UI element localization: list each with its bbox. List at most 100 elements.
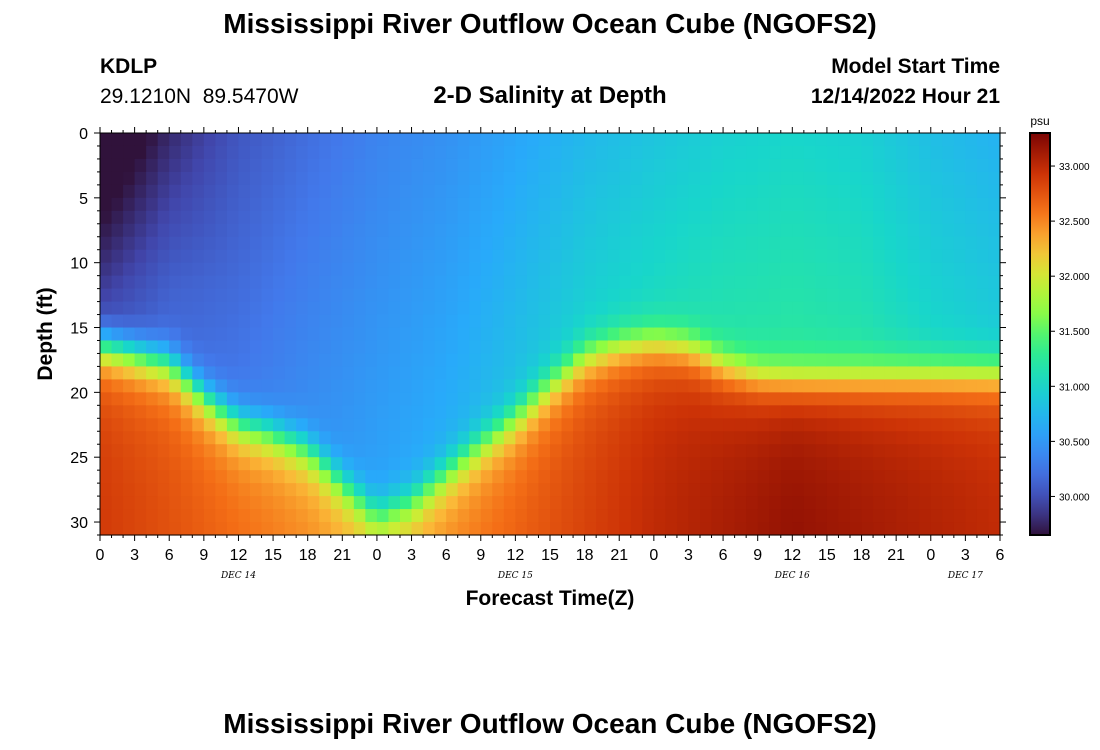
heatmap-cell: [746, 366, 759, 380]
heatmap-cell: [757, 184, 770, 199]
heatmap-cell: [700, 262, 713, 277]
heatmap-cell: [238, 444, 251, 458]
heatmap-cell: [919, 522, 932, 536]
heatmap-cell: [134, 210, 147, 225]
heatmap-cell: [180, 509, 193, 523]
heatmap-cell: [584, 444, 597, 458]
heatmap-cell: [550, 236, 563, 251]
heatmap-cell: [723, 392, 736, 406]
heatmap-cell: [411, 496, 424, 510]
heatmap-cell: [826, 366, 840, 380]
heatmap-cell: [988, 210, 1001, 225]
heatmap-cell: [273, 405, 286, 419]
heatmap-cell: [434, 405, 447, 419]
heatmap-cell: [676, 158, 690, 173]
heatmap-cell: [434, 392, 447, 406]
heatmap-cell: [769, 366, 782, 380]
heatmap-cell: [930, 184, 943, 199]
heatmap-cell: [111, 496, 124, 510]
heatmap-cell: [296, 457, 309, 471]
heatmap-cell: [965, 249, 978, 264]
heatmap-cell: [930, 197, 943, 212]
heatmap-cell: [307, 145, 320, 160]
heatmap-cell: [850, 262, 863, 277]
heatmap-cell: [769, 418, 782, 432]
heatmap-cell: [157, 379, 170, 393]
heatmap-cell: [850, 457, 863, 471]
heatmap-cell: [261, 171, 274, 186]
heatmap-cell: [250, 249, 263, 264]
heatmap-cell: [400, 509, 413, 523]
heatmap-cell: [630, 496, 643, 510]
heatmap-cell: [688, 418, 701, 432]
heatmap-cell: [226, 405, 240, 419]
heatmap-cell: [446, 236, 459, 251]
heatmap-cell: [423, 418, 436, 432]
heatmap-cell: [342, 431, 355, 445]
heatmap-cell: [930, 418, 943, 432]
heatmap-cell: [700, 197, 713, 212]
heatmap-cell: [169, 496, 182, 510]
heatmap-cell: [907, 366, 920, 380]
heatmap-cell: [284, 483, 297, 497]
heatmap-cell: [388, 275, 401, 290]
heatmap-cell: [815, 158, 828, 173]
heatmap-cell: [480, 288, 493, 303]
heatmap-cell: [307, 262, 320, 277]
heatmap-cell: [769, 184, 782, 199]
heatmap-cell: [400, 210, 413, 225]
heatmap-cell: [596, 288, 609, 303]
heatmap-cell: [838, 327, 851, 342]
heatmap-cell: [965, 223, 978, 238]
heatmap-cell: [238, 158, 251, 173]
heatmap-cell: [953, 457, 966, 471]
heatmap-cell: [434, 470, 447, 484]
heatmap-cell: [919, 405, 932, 419]
heatmap-cell: [884, 223, 897, 238]
heatmap-cell: [873, 353, 886, 368]
heatmap-cell: [607, 236, 620, 251]
heatmap-cell: [123, 327, 136, 342]
heatmap-cell: [515, 314, 528, 329]
heatmap-cell: [919, 197, 932, 212]
heatmap-cell: [273, 236, 286, 251]
heatmap-cell: [169, 236, 182, 251]
heatmap-cell: [723, 457, 736, 471]
y-tick-label: 5: [79, 191, 88, 208]
heatmap-cell: [630, 431, 643, 445]
heatmap-cell: [423, 353, 436, 368]
heatmap-cell: [630, 145, 643, 160]
heatmap-cell: [423, 457, 436, 471]
heatmap-cell: [226, 457, 240, 471]
heatmap-cell: [734, 470, 747, 484]
x-tick-label: 21: [887, 547, 905, 564]
heatmap-cell: [100, 405, 113, 419]
heatmap-cell: [746, 509, 759, 523]
heatmap-cell: [180, 288, 193, 303]
heatmap-cell: [884, 496, 897, 510]
heatmap-cell: [907, 496, 920, 510]
heatmap-cell: [850, 353, 863, 368]
heatmap-cell: [953, 171, 966, 186]
heatmap-cell: [411, 133, 424, 147]
heatmap-cell: [896, 392, 909, 406]
heatmap-cell: [550, 223, 563, 238]
heatmap-cell: [169, 301, 182, 316]
heatmap-cell: [238, 496, 251, 510]
heatmap-cell: [365, 340, 378, 355]
heatmap-cell: [953, 197, 966, 212]
heatmap-cell: [250, 171, 263, 186]
heatmap-cell: [492, 340, 505, 355]
heatmap-cell: [700, 444, 713, 458]
heatmap-cell: [203, 133, 216, 147]
heatmap-cell: [319, 197, 332, 212]
heatmap-cell: [134, 444, 147, 458]
heatmap-cell: [838, 431, 851, 445]
heatmap-cell: [723, 340, 736, 355]
heatmap-cell: [803, 327, 816, 342]
heatmap-cell: [676, 444, 690, 458]
heatmap-cell: [792, 262, 805, 277]
heatmap-cell: [146, 314, 159, 329]
heatmap-cell: [584, 249, 597, 264]
heatmap-cell: [734, 133, 747, 147]
